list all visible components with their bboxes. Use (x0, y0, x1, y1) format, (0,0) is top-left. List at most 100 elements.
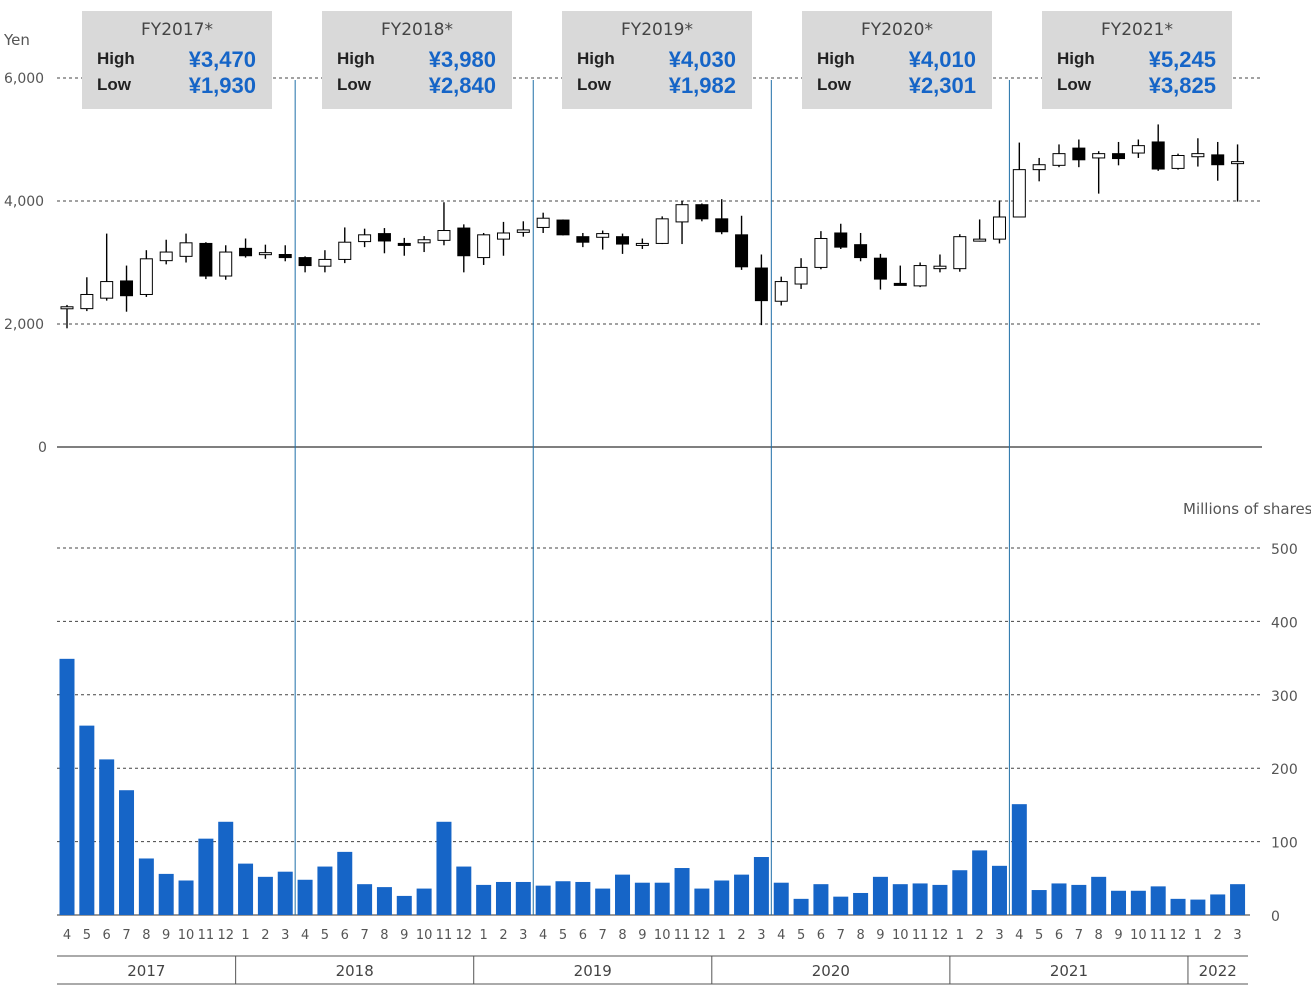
month-tick-label: 11 (674, 928, 691, 943)
candle-body (1231, 161, 1245, 165)
volume-bar (1230, 884, 1246, 915)
fy-label: FY2018* (381, 20, 453, 40)
year-label: 2019 (574, 962, 612, 980)
month-tick-label: 9 (876, 928, 884, 943)
month-tick-label: 1 (956, 928, 964, 943)
high-label: High (817, 49, 855, 68)
candle-body (735, 234, 749, 268)
candle-body (536, 217, 550, 228)
volume-tick-label: 0 (1271, 909, 1280, 925)
candle-body (1112, 153, 1126, 160)
month-tick-label: 12 (1170, 928, 1187, 943)
candle-body (278, 254, 292, 259)
month-tick-label: 5 (321, 928, 329, 943)
volume-tick-label: 100 (1271, 836, 1298, 852)
month-tick-label: 1 (1194, 928, 1202, 943)
candle-body (1171, 154, 1185, 169)
month-tick-label: 2 (737, 928, 745, 943)
candle-body (1072, 147, 1086, 161)
fy2017-summary: FY2017* High ¥3,470 Low ¥1,930 (82, 11, 272, 109)
volume-bar (1210, 894, 1226, 915)
volume-bar (654, 882, 670, 915)
month-tick-label: 3 (995, 928, 1003, 943)
volume-bar (1091, 876, 1107, 915)
candle-body (179, 242, 193, 257)
month-tick-label: 9 (400, 928, 408, 943)
month-tick-label: 5 (83, 928, 91, 943)
month-tick-label: 1 (718, 928, 726, 943)
candle-body (60, 306, 74, 310)
volume-bar (991, 865, 1007, 915)
month-tick-label: 7 (360, 928, 368, 943)
fy2018-summary: FY2018* High ¥3,980 Low ¥2,840 (322, 11, 512, 109)
month-tick-label: 8 (1095, 928, 1103, 943)
fy2020-summary: FY2020* High ¥4,010 Low ¥2,301 (802, 11, 992, 109)
candle-body (1211, 154, 1225, 166)
candle-body (457, 227, 471, 257)
low-value: ¥3,825 (1148, 73, 1216, 98)
year-label: 2021 (1050, 962, 1088, 980)
candle-body (695, 204, 709, 220)
month-tick-label: 3 (1233, 928, 1241, 943)
month-tick-label: 11 (912, 928, 929, 943)
high-value: ¥3,980 (428, 47, 496, 72)
candle-body (873, 257, 887, 280)
fy-label: FY2021* (1101, 20, 1173, 40)
month-tick-label: 2 (499, 928, 507, 943)
month-tick-label: 2 (1214, 928, 1222, 943)
volume-bar (138, 858, 154, 915)
volume-bar (297, 879, 313, 915)
month-tick-label: 9 (1114, 928, 1122, 943)
month-tick-label: 6 (579, 928, 587, 943)
month-tick-label: 4 (539, 928, 547, 943)
volume-bar (1111, 890, 1127, 915)
month-tick-label: 6 (1055, 928, 1063, 943)
candle-body (80, 293, 94, 310)
volume-bar (218, 821, 234, 915)
month-tick-label: 12 (694, 928, 711, 943)
month-tick-label: 7 (599, 928, 607, 943)
candle-body (516, 229, 530, 233)
volume-bar (575, 881, 591, 915)
volume-bar (674, 868, 690, 915)
candle-body (1052, 153, 1066, 166)
month-tick-label: 12 (456, 928, 473, 943)
volume-bar (1071, 884, 1087, 915)
volume-bar (892, 884, 908, 915)
candle-body (199, 242, 213, 277)
volume-bar (436, 821, 452, 915)
candle-body (377, 233, 391, 242)
candle-body (1092, 153, 1106, 159)
volume-bar (753, 857, 769, 915)
grid (57, 77, 1262, 916)
low-label: Low (337, 75, 371, 94)
candle-body (318, 258, 332, 267)
candle-body (397, 242, 411, 246)
price-candles (60, 124, 1245, 329)
candle-body (992, 216, 1006, 240)
low-value: ¥2,301 (908, 73, 976, 98)
month-tick-label: 6 (341, 928, 349, 943)
high-value: ¥3,470 (188, 47, 256, 72)
high-label: High (97, 49, 135, 68)
volume-bars (59, 658, 1246, 915)
volume-bar (79, 725, 95, 915)
month-tick-label: 12 (217, 928, 234, 943)
volume-bar (396, 895, 412, 915)
volume-bar (515, 881, 531, 915)
volume-bar (1190, 899, 1206, 915)
volume-bar (634, 882, 650, 915)
volume-bar (1130, 890, 1146, 915)
volume-tick-label: 300 (1271, 689, 1298, 705)
volume-bar (277, 871, 293, 915)
candle-body (358, 234, 372, 243)
month-tick-label: 10 (178, 928, 195, 943)
volume-bar (376, 887, 392, 915)
candle-body (576, 236, 590, 243)
month-tick-label: 10 (416, 928, 433, 943)
candle-body (477, 234, 491, 259)
volume-bar (317, 866, 333, 915)
candle-body (437, 230, 451, 241)
candle-body (556, 219, 570, 236)
candle-body (1151, 141, 1165, 170)
